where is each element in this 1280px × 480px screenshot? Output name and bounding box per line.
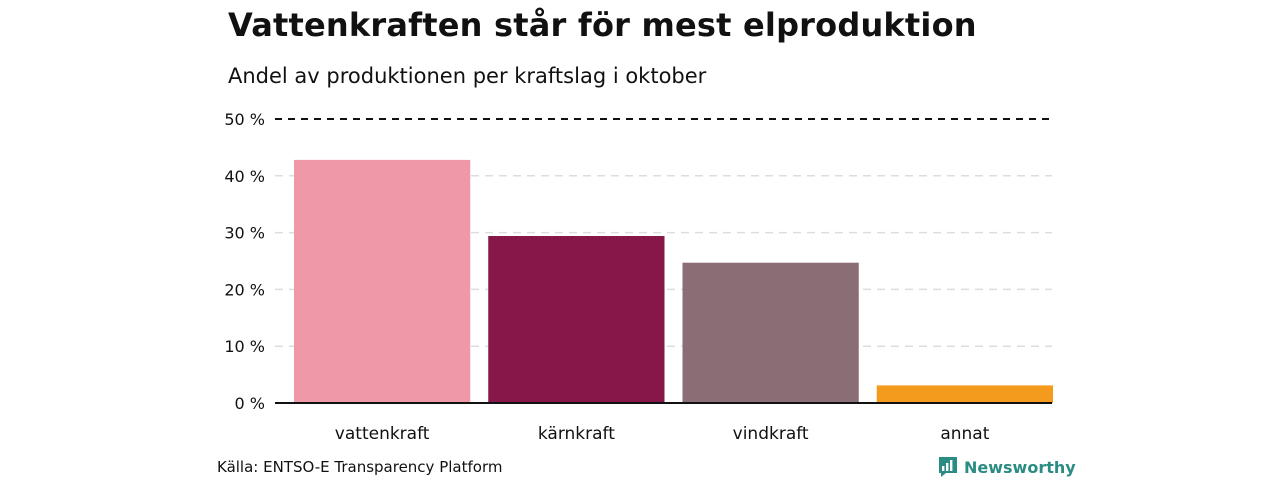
bar-kärnkraft bbox=[488, 236, 665, 403]
brand-name: Newsworthy bbox=[964, 457, 1076, 477]
y-tick-label: 40 % bbox=[224, 167, 265, 186]
source-note: Källa: ENTSO-E Transparency Platform bbox=[217, 458, 503, 476]
bar-vindkraft bbox=[682, 262, 859, 403]
y-tick-label: 50 % bbox=[224, 110, 265, 129]
y-tick-label: 10 % bbox=[224, 337, 265, 356]
chart-title: Vattenkraften står för mest elproduktion bbox=[228, 6, 977, 44]
chart-subtitle: Andel av produktionen per kraftslag i ok… bbox=[228, 64, 707, 88]
y-tick-label: 30 % bbox=[224, 224, 265, 243]
y-axis-ticks: 0 % 10 % 20 % 30 % 40 % 50 % bbox=[224, 110, 265, 413]
x-axis-labels: vattenkraft kärnkraft vindkraft annat bbox=[335, 424, 990, 444]
bars bbox=[294, 159, 1053, 403]
y-tick-label: 20 % bbox=[224, 280, 265, 299]
bar-vattenkraft bbox=[294, 159, 471, 403]
x-tick-label: annat bbox=[940, 424, 989, 444]
y-tick-label: 0 % bbox=[235, 394, 265, 413]
x-tick-label: vindkraft bbox=[733, 424, 809, 444]
x-tick-label: vattenkraft bbox=[335, 424, 430, 444]
bar-chart-logo-icon bbox=[939, 457, 957, 477]
x-tick-label: kärnkraft bbox=[538, 424, 615, 444]
brand-logo: Newsworthy bbox=[938, 456, 1076, 478]
bar-annat bbox=[876, 385, 1053, 403]
